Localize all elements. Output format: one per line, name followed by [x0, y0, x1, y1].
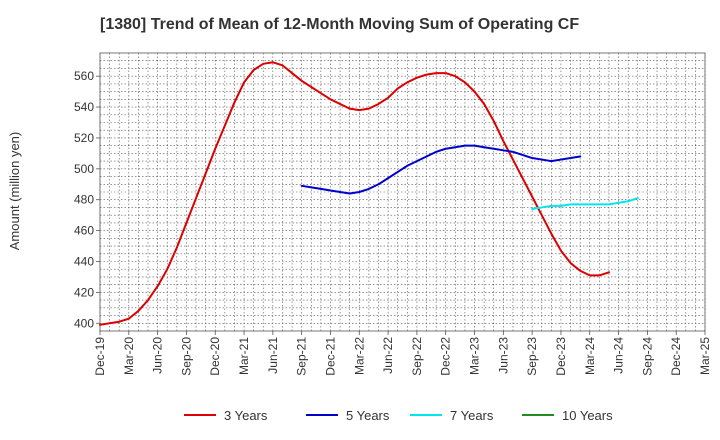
- series-lines: [99, 61, 639, 326]
- y-tick-label: 440: [74, 255, 94, 269]
- x-tick-label: Dec-19: [93, 337, 107, 376]
- x-tick-label: Jun-22: [381, 337, 395, 374]
- legend-label-5-years: 5 Years: [346, 408, 390, 423]
- legend-label-10-years: 10 Years: [562, 408, 613, 423]
- x-tick-label: Jun-23: [496, 337, 510, 374]
- x-tick-label: Sep-20: [179, 337, 193, 376]
- x-tick-label: Jun-20: [151, 337, 165, 374]
- series-line-7-years: [531, 197, 639, 210]
- legend: 3 Years 5 Years 7 Years 10 Years: [184, 408, 613, 423]
- y-axis-ticks: 400 420 440 460 480 500 520 540 560: [74, 69, 100, 330]
- x-tick-label: Mar-23: [468, 337, 482, 375]
- x-axis-ticks: Dec-19 Mar-20 Jun-20 Sep-20 Dec-20 Mar-21 Jun-…: [93, 331, 712, 376]
- legend-label-7-years: 7 Years: [450, 408, 494, 423]
- y-tick-label: 420: [74, 285, 94, 299]
- y-tick-label: 480: [74, 193, 94, 207]
- x-tick-label: Dec-21: [323, 337, 337, 376]
- series-line-5-years: [300, 144, 582, 195]
- y-tick-label: 560: [74, 69, 94, 83]
- x-tick-label: Dec-24: [669, 337, 683, 376]
- x-tick-label: Mar-22: [352, 337, 366, 375]
- x-tick-label: Dec-22: [439, 337, 453, 376]
- x-tick-label: Sep-24: [640, 337, 654, 376]
- x-tick-label: Dec-23: [554, 337, 568, 376]
- plot-frame: [99, 52, 706, 332]
- series-line-3-years: [99, 61, 610, 326]
- chart-title: [1380] Trend of Mean of 12-Month Moving …: [100, 16, 579, 33]
- x-tick-label: Jun-24: [612, 337, 626, 374]
- grid: [99, 53, 706, 331]
- y-tick-label: 460: [74, 224, 94, 238]
- x-tick-label: Mar-20: [122, 337, 136, 375]
- x-tick-label: Dec-20: [208, 337, 222, 376]
- y-tick-label: 500: [74, 162, 94, 176]
- x-tick-label: Sep-23: [525, 337, 539, 376]
- x-tick-label: Sep-21: [295, 337, 309, 376]
- x-tick-label: Sep-22: [410, 337, 424, 376]
- legend-label-3-years: 3 Years: [224, 408, 268, 423]
- x-tick-label: Mar-21: [237, 337, 251, 375]
- y-tick-label: 540: [74, 100, 94, 114]
- x-tick-label: Jun-21: [266, 337, 280, 374]
- y-tick-label: 520: [74, 131, 94, 145]
- x-tick-label: Mar-25: [698, 337, 712, 375]
- y-axis-label: Amount (million yen): [7, 132, 22, 251]
- x-tick-label: Mar-24: [583, 337, 597, 375]
- y-tick-label: 400: [74, 316, 94, 330]
